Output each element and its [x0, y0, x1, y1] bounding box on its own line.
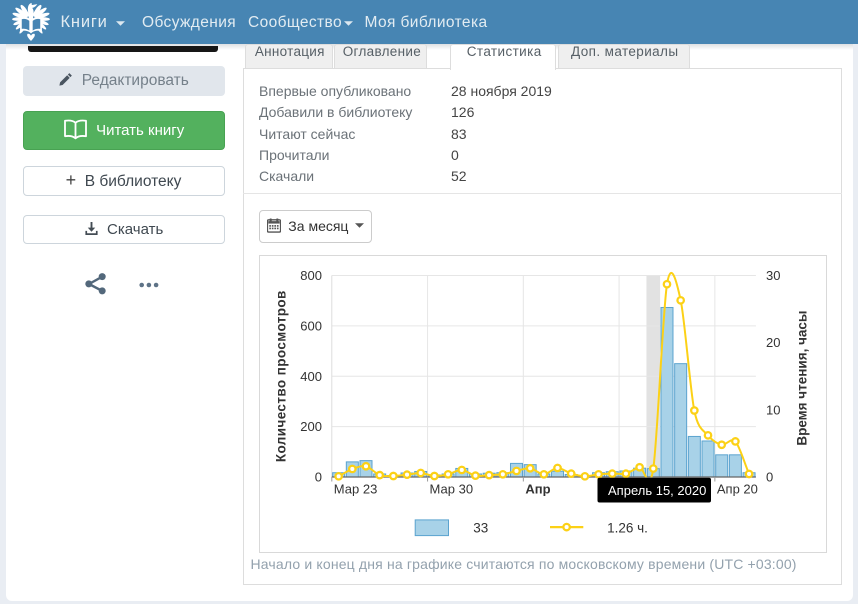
svg-text:Апр 20: Апр 20 — [716, 481, 757, 496]
svg-text:Количество просмотров: Количество просмотров — [273, 290, 288, 462]
svg-text:200: 200 — [300, 419, 322, 434]
svg-text:800: 800 — [300, 268, 322, 283]
svg-text:Апрель 15, 2020: Апрель 15, 2020 — [608, 483, 706, 498]
svg-text:0: 0 — [314, 469, 321, 484]
svg-text:10: 10 — [766, 402, 780, 417]
svg-text:0: 0 — [766, 469, 773, 484]
svg-text:30: 30 — [766, 268, 780, 283]
svg-text:600: 600 — [300, 318, 322, 333]
svg-text:400: 400 — [300, 368, 322, 383]
svg-text:1.26 ч.: 1.26 ч. — [607, 520, 648, 535]
svg-text:Апр: Апр — [525, 481, 550, 496]
svg-text:20: 20 — [766, 335, 780, 350]
svg-text:Мар 30: Мар 30 — [429, 481, 473, 496]
svg-text:33: 33 — [473, 520, 488, 535]
svg-text:Мар 23: Мар 23 — [333, 481, 377, 496]
svg-text:Время чтения, часы: Время чтения, часы — [794, 310, 809, 445]
